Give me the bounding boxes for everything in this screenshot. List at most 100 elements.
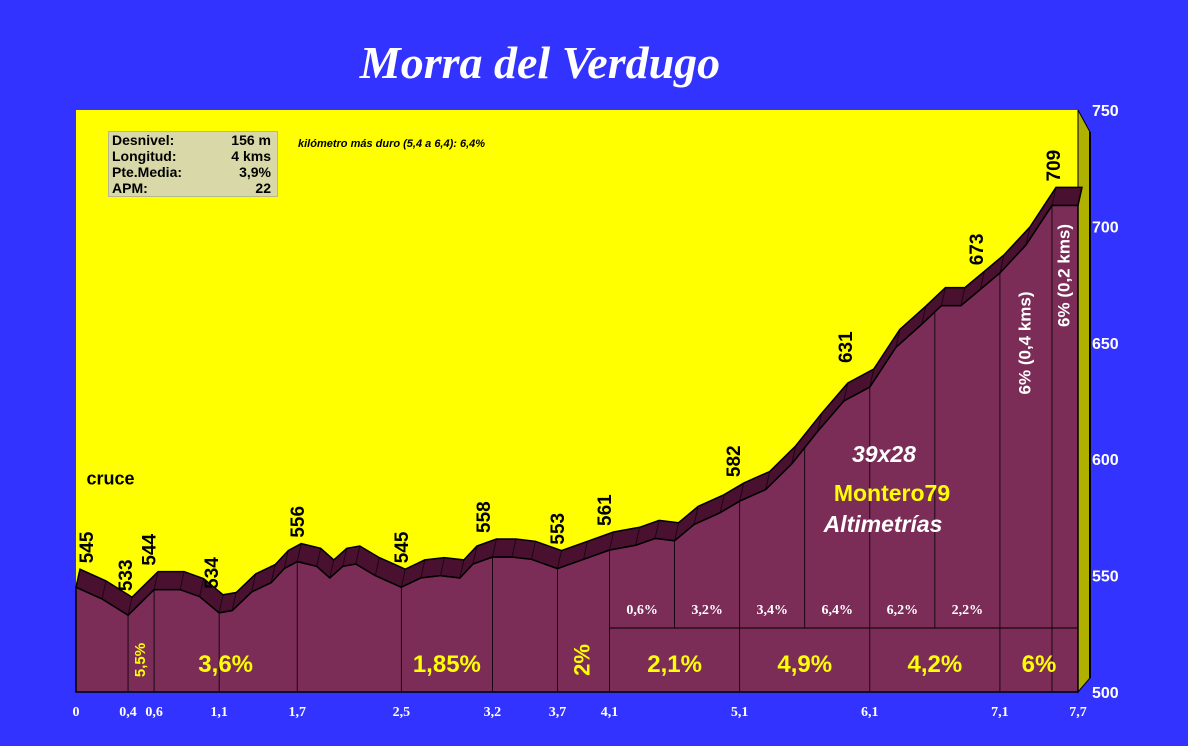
- band-ridge: [459, 559, 465, 579]
- cruce-annotation: cruce: [87, 468, 135, 488]
- sub-gradient-label: 6,4%: [822, 603, 854, 618]
- band-ridge: [979, 271, 985, 290]
- altitude-label: 561: [595, 494, 616, 526]
- x-tick-label: 0: [73, 705, 80, 720]
- brand-credit: Altimetrías: [823, 511, 943, 537]
- segment-gradient-label: 5,5%: [132, 643, 149, 677]
- sub-gradient-label: 3,2%: [691, 603, 723, 618]
- band-ridge: [654, 520, 660, 539]
- band-ridge: [895, 329, 901, 348]
- segment-gradient-label: 4,9%: [777, 651, 832, 678]
- band-ridge: [921, 306, 927, 325]
- band-ridge: [491, 538, 497, 558]
- band-ridge: [101, 580, 107, 599]
- y-tick-label: 600: [1092, 452, 1119, 469]
- band-ridge: [251, 573, 257, 593]
- vertical-note: 6% (0,2 kms): [1054, 224, 1073, 327]
- segment-gradient-label: 1,85%: [413, 651, 481, 678]
- band-ridge: [583, 541, 588, 560]
- band-ridge: [218, 594, 224, 613]
- segment-gradient-label: 4,2%: [908, 651, 963, 678]
- band-ridge: [374, 557, 380, 576]
- author-credit: Montero79: [834, 480, 950, 506]
- altitude-label: 558: [474, 501, 495, 533]
- band-ridge: [329, 559, 335, 579]
- chart-title: Morra del Verdugo: [359, 37, 721, 88]
- band-ridge: [843, 382, 849, 402]
- band-ridge: [530, 541, 536, 560]
- x-tick-label: 3,2: [484, 705, 502, 720]
- band-ridge: [609, 531, 615, 551]
- band-ridge: [179, 571, 185, 590]
- band-ridge: [439, 557, 445, 576]
- altitude-label: 631: [836, 331, 857, 363]
- sub-gradient-label: 3,4%: [756, 603, 788, 618]
- band-ridge: [127, 597, 133, 616]
- stats-row-longitud: Longitud: 4 kms: [109, 148, 277, 164]
- band-ridge: [472, 545, 478, 565]
- altitude-label: 534: [202, 557, 223, 589]
- band-ridge: [940, 287, 946, 306]
- band-ridge: [355, 545, 361, 565]
- gear-credit: 39x28: [852, 441, 916, 467]
- stats-value: 4 kms: [231, 148, 271, 164]
- x-tick-label: 0,6: [145, 705, 163, 720]
- band-ridge: [296, 543, 302, 562]
- segment-gradient-label: 2%: [569, 644, 594, 676]
- y-tick-label: 650: [1092, 336, 1119, 353]
- band-ridge: [283, 550, 289, 569]
- band-ridge: [719, 494, 725, 513]
- band-ridge: [199, 578, 205, 597]
- x-tick-label: 7,7: [1069, 705, 1087, 720]
- segment-gradient-label: 2,1%: [647, 651, 702, 678]
- band-ridge: [693, 506, 699, 525]
- x-tick-label: 4,1: [601, 705, 619, 720]
- altitude-label: 673: [967, 234, 988, 266]
- band-ridge: [765, 471, 771, 490]
- band-ridge: [739, 482, 745, 502]
- x-tick-label: 0,4: [119, 705, 137, 720]
- stats-value: 3,9%: [239, 164, 271, 180]
- y-tick-label: 550: [1092, 569, 1119, 586]
- stats-label: Desnivel:: [112, 132, 175, 148]
- altitude-label: 556: [288, 506, 309, 538]
- sub-gradient-label: 6,2%: [887, 603, 919, 618]
- y-tick-label: 500: [1092, 685, 1119, 702]
- stats-value: 156 m: [231, 132, 271, 148]
- band-ridge: [556, 550, 562, 569]
- stats-label: APM:: [112, 180, 148, 196]
- stats-row-apm: APM: 22: [109, 180, 277, 196]
- x-tick-label: 1,1: [210, 705, 228, 720]
- x-tick-label: 7,1: [991, 705, 1009, 720]
- hardest-km-note: kilómetro más duro (5,4 a 6,4): 6,4%: [298, 138, 486, 150]
- altitude-label: 544: [140, 533, 161, 565]
- band-ridge: [869, 368, 875, 388]
- stats-row-pendiente: Pte.Media: 3,9%: [109, 164, 277, 180]
- band-ridge: [511, 538, 517, 558]
- altitude-label: 709: [1044, 150, 1065, 182]
- sub-gradient-label: 2,2%: [952, 603, 984, 618]
- altitude-label: 545: [392, 531, 413, 563]
- x-tick-label: 2,5: [393, 705, 411, 720]
- segment-gradient-label: 3,6%: [198, 651, 253, 678]
- band-ridge: [1025, 226, 1031, 246]
- y-tick-label: 700: [1092, 219, 1119, 236]
- band-ridge: [960, 287, 966, 306]
- altitude-label: 553: [548, 513, 569, 545]
- segment-gradient-label: 6%: [1022, 651, 1057, 678]
- stats-row-desnivel: Desnivel: 156 m: [109, 132, 277, 148]
- stats-box: Desnivel: 156 m Longitud: 4 kms Pte.Medi…: [108, 131, 278, 197]
- band-ridge: [635, 527, 641, 546]
- x-tick-label: 3,7: [549, 705, 567, 720]
- band-ridge: [342, 548, 348, 567]
- stats-label: Pte.Media:: [112, 164, 183, 180]
- band-ridge: [791, 445, 797, 464]
- band-ridge: [153, 571, 159, 590]
- sub-gradient-label: 0,6%: [626, 603, 658, 618]
- band-ridge: [270, 564, 276, 583]
- vertical-note: 6% (0,4 kms): [1015, 291, 1034, 394]
- band-ridge: [674, 522, 680, 541]
- band-ridge: [1051, 187, 1057, 206]
- altitude-label: 545: [77, 531, 98, 563]
